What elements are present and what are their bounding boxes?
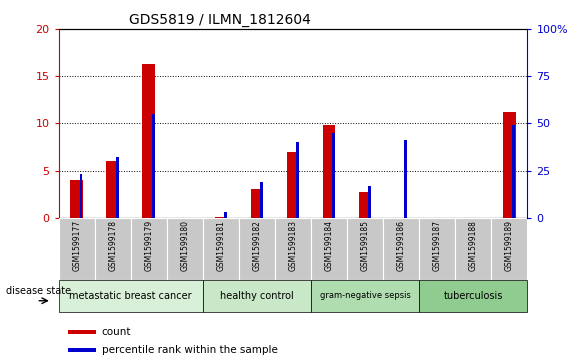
Bar (59, 280, 203, 312)
Text: GSM1599186: GSM1599186 (397, 220, 406, 271)
Bar (95, 218, 131, 280)
Text: disease state: disease state (6, 286, 71, 296)
Text: GSM1599183: GSM1599183 (288, 220, 298, 271)
Bar (404, 140, 407, 218)
Bar (275, 218, 311, 280)
Text: GSM1599179: GSM1599179 (144, 220, 154, 271)
Bar (115, 158, 118, 218)
Text: GSM1599181: GSM1599181 (216, 220, 226, 270)
Bar (131, 218, 167, 280)
Bar (491, 218, 527, 280)
Text: GSM1599189: GSM1599189 (505, 220, 514, 271)
Text: GDS5819 / ILMN_1812604: GDS5819 / ILMN_1812604 (129, 13, 311, 26)
Bar (239, 218, 275, 280)
Text: GSM1599182: GSM1599182 (253, 220, 261, 270)
Text: GSM1599178: GSM1599178 (108, 220, 117, 271)
Bar (251, 189, 263, 218)
Text: GSM1599184: GSM1599184 (325, 220, 333, 271)
Bar (70, 180, 83, 218)
Bar (68, 348, 96, 352)
Text: GSM1599188: GSM1599188 (469, 220, 478, 270)
Bar (167, 218, 203, 280)
Text: GSM1599180: GSM1599180 (180, 220, 189, 271)
Bar (214, 217, 227, 218)
Bar (455, 218, 491, 280)
Bar (347, 218, 383, 280)
Text: tuberculosis: tuberculosis (444, 291, 503, 301)
Text: healthy control: healthy control (220, 291, 294, 301)
Bar (68, 330, 96, 334)
Text: GSM1599177: GSM1599177 (72, 220, 81, 271)
Bar (203, 280, 311, 312)
Bar (332, 133, 335, 218)
Text: gram-negative sepsis: gram-negative sepsis (320, 291, 411, 300)
Bar (296, 142, 299, 218)
Bar (323, 125, 335, 218)
Bar (260, 182, 263, 218)
Bar (287, 152, 299, 218)
Bar (224, 212, 227, 218)
Bar (59, 218, 95, 280)
Bar (383, 218, 419, 280)
Bar (311, 280, 419, 312)
Bar (419, 280, 527, 312)
Text: count: count (102, 327, 131, 337)
Bar (142, 64, 155, 218)
Text: GSM1599187: GSM1599187 (432, 220, 442, 271)
Text: GSM1599185: GSM1599185 (360, 220, 370, 271)
Bar (107, 161, 119, 218)
Bar (80, 174, 83, 218)
Bar (419, 218, 455, 280)
Bar (152, 114, 155, 218)
Text: metastatic breast cancer: metastatic breast cancer (69, 291, 192, 301)
Bar (368, 186, 371, 218)
Bar (311, 218, 347, 280)
Bar (512, 125, 515, 218)
Text: percentile rank within the sample: percentile rank within the sample (102, 345, 278, 355)
Bar (359, 192, 372, 218)
Bar (503, 112, 516, 218)
Bar (203, 218, 239, 280)
